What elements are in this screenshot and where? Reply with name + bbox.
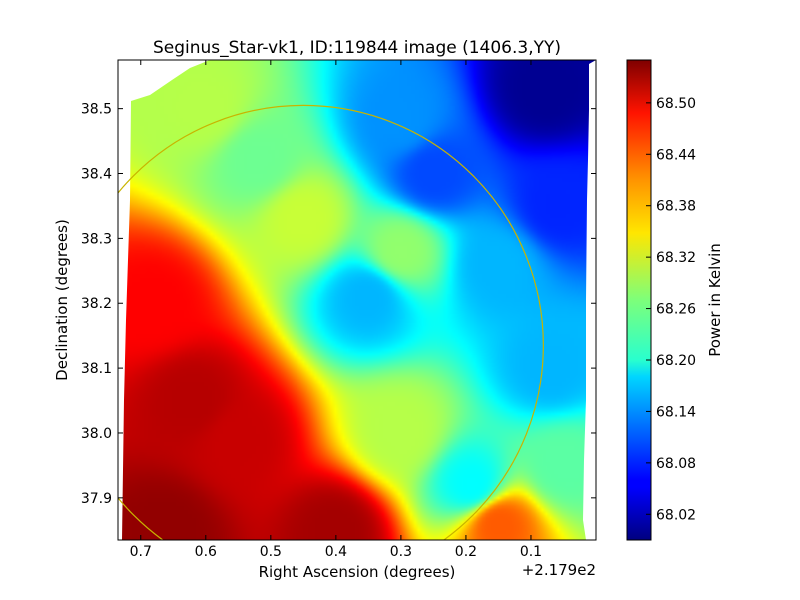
x-tick-label: 0.7	[130, 544, 152, 560]
x-tick-label: 0.4	[325, 544, 347, 560]
colorbar-tick-label: 68.14	[656, 404, 696, 420]
y-tick-label: 38.0	[81, 426, 112, 442]
y-tick-label: 38.1	[81, 361, 112, 377]
x-axis-offset-label: +2.179e2	[522, 561, 596, 579]
colorbar	[626, 59, 652, 541]
colorbar-tick-label: 68.20	[656, 353, 696, 369]
colorbar-label: Power in Kelvin	[706, 243, 724, 357]
y-axis-label: Declination (degrees)	[53, 219, 71, 381]
y-tick-label: 38.3	[81, 231, 112, 247]
plot-frame	[117, 59, 597, 541]
x-tick-label: 0.3	[390, 544, 412, 560]
chart-title: Seginus_Star-vk1, ID:119844 image (1406.…	[153, 38, 561, 58]
beam-circle	[118, 104, 544, 540]
colorbar-tick-label: 68.50	[656, 96, 696, 112]
x-tick-label: 0.6	[195, 544, 217, 560]
colorbar-tick-label: 68.44	[656, 147, 696, 163]
map-edge-mask-right	[583, 60, 596, 540]
y-axis-ticks: 37.9 38.0 38.1 38.2 38.3 38.4 38.5	[81, 102, 596, 507]
x-axis-label: Right Ascension (degrees)	[259, 563, 456, 581]
x-tick-label: 0.2	[455, 544, 477, 560]
heatmap-image	[118, 60, 596, 540]
y-tick-label: 38.4	[81, 167, 112, 183]
y-tick-label: 37.9	[81, 491, 112, 507]
map-edge-mask	[118, 60, 210, 101]
y-tick-label: 38.2	[81, 296, 112, 312]
colorbar-tick-label: 68.02	[656, 507, 696, 523]
map-edge-mask-left	[118, 101, 131, 540]
x-tick-label: 0.1	[520, 544, 542, 560]
x-axis-ticks: 0.7 0.6 0.5 0.4 0.3 0.2 0.1	[130, 60, 542, 560]
y-tick-label: 38.5	[81, 102, 112, 118]
x-tick-label: 0.5	[260, 544, 282, 560]
colorbar-ticks: 68.02 68.08 68.14 68.20 68.26 68.32 68.38 68.44…	[646, 96, 696, 523]
colorbar-tick-label: 68.38	[656, 199, 696, 215]
colorbar-tick-label: 68.26	[656, 302, 696, 318]
colorbar-tick-label: 68.32	[656, 250, 696, 266]
colorbar-tick-label: 68.08	[656, 456, 696, 472]
